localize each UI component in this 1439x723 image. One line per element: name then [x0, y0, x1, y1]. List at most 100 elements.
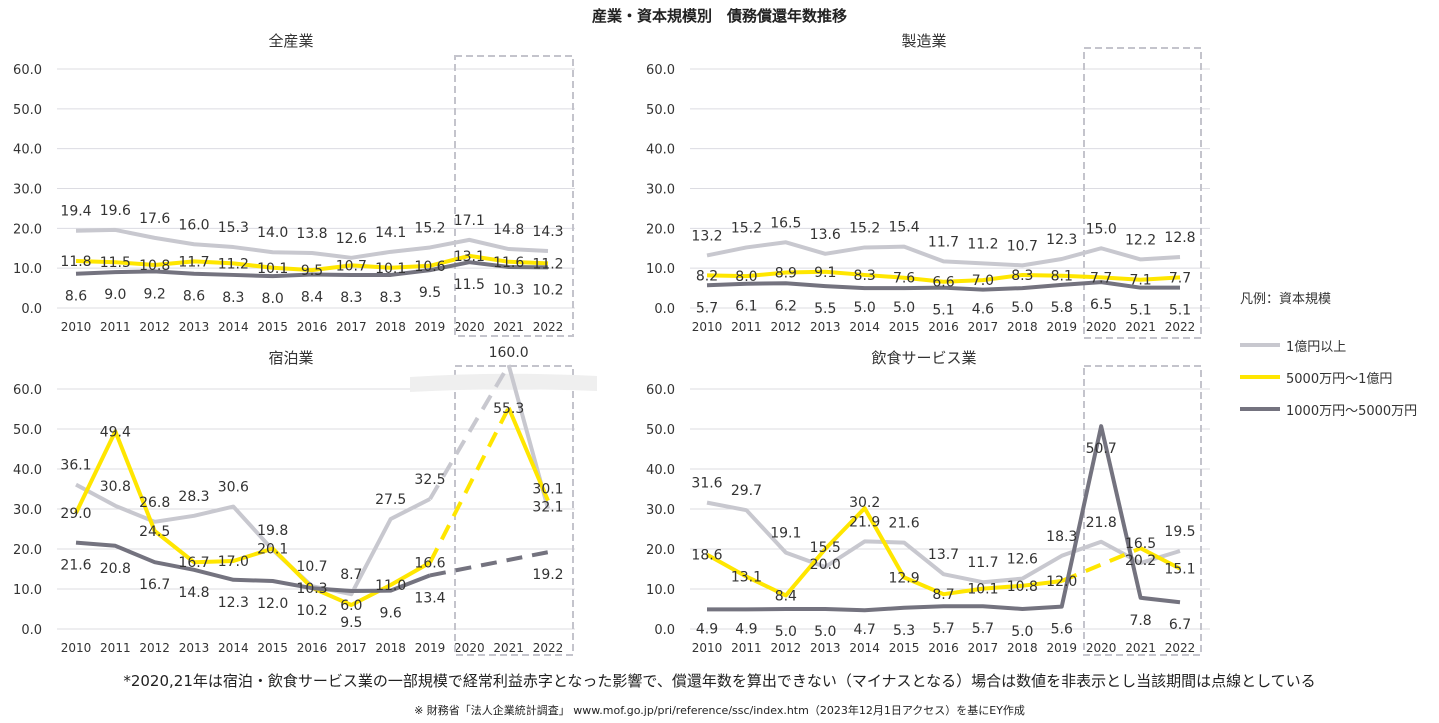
x-tick-label: 2011	[100, 320, 131, 334]
series-line	[706, 500, 1181, 585]
y-tick-label: 10.0	[646, 262, 675, 277]
series-dashed-line	[1060, 546, 1142, 583]
data-label: 28.3	[178, 489, 209, 505]
data-label: 12.9	[888, 570, 919, 586]
legend: 凡例：資本規模 1億円以上 5000万円～1億円 1000万円～5000万円	[1240, 288, 1417, 425]
data-label: 5.0	[1011, 300, 1033, 316]
x-tick-label: 2012	[139, 641, 170, 655]
panel-4: 飲食サービス業 0.0 10.0 20.0 30.0 40.0 50.0 60.0 2010 20…	[646, 349, 1210, 656]
x-tick-label: 2012	[139, 320, 170, 334]
data-label: 21.6	[888, 516, 919, 532]
data-label: 27.5	[375, 492, 406, 508]
data-labels: 19.4 19.6 17.6 16.0 15.3 14.0 13.8 12.6 14.1 15.2…	[60, 203, 563, 307]
data-label: 30.8	[100, 479, 131, 495]
footnote: *2020,21年は宿泊・飲食サービス業の一部規模で経常利益赤字となった影響で、…	[123, 672, 1316, 690]
x-tick-label: 2020	[454, 320, 485, 334]
y-tick-label: 60.0	[13, 63, 42, 78]
series-line	[706, 269, 1181, 284]
x-tick-label: 2010	[692, 641, 723, 655]
x-tick-label: 2021	[1125, 641, 1156, 655]
x-tick-label: 2020	[1086, 320, 1117, 334]
x-tick-label: 2022	[533, 320, 564, 334]
legend-item-small: 1000万円～5000万円	[1240, 393, 1417, 425]
series-line	[75, 260, 549, 279]
y-tick-label: 10.0	[13, 583, 42, 598]
data-label: 5.1	[1169, 303, 1191, 319]
data-label: 13.1	[731, 570, 762, 586]
data-label: 13.2	[691, 228, 722, 244]
x-tick-label: 2014	[849, 320, 880, 334]
data-label: 10.8	[1007, 579, 1038, 595]
source-note: ※ 財務省「法人企業統計調査」 www.mof.go.jp/pri/refere…	[414, 704, 1025, 717]
data-label: 32.5	[414, 472, 445, 488]
data-label: 14.0	[257, 225, 288, 241]
data-label: 8.7	[340, 567, 362, 583]
data-label: 13.8	[296, 226, 327, 242]
legend-title: 凡例：資本規模	[1240, 292, 1332, 307]
data-label: 20.8	[100, 561, 131, 577]
data-label: 11.7	[967, 555, 998, 571]
panel-1: 全産業 0.0 10.0 20.0 30.0 40.0 50.0 60.0 2010 2011 20…	[13, 32, 575, 337]
y-tick-label: 0.0	[21, 302, 42, 317]
data-label: 4.6	[972, 302, 994, 318]
data-label: 7.1	[1129, 273, 1151, 289]
x-tick-label: 2012	[771, 641, 802, 655]
x-tick-label: 2020	[454, 641, 485, 655]
y-tick-label: 30.0	[646, 503, 675, 518]
data-label: 10.1	[375, 261, 406, 277]
data-label: 21.6	[60, 558, 91, 574]
highlight-box	[454, 365, 574, 656]
x-tick-label: 2010	[692, 320, 723, 334]
y-tick-label: 30.0	[13, 183, 42, 198]
data-label: 11.5	[454, 277, 485, 293]
data-label: 13.6	[810, 227, 841, 243]
x-tick-label: 2022	[1165, 641, 1196, 655]
x-tick-label: 2017	[336, 641, 367, 655]
x-tick-label: 2017	[968, 320, 999, 334]
x-tick-label: 2014	[218, 320, 249, 334]
x-tick-label: 2014	[218, 641, 249, 655]
data-label: 9.5	[301, 263, 323, 279]
data-label: 16.0	[178, 217, 209, 233]
data-label: 4.7	[854, 622, 876, 638]
x-tick-label: 2019	[1046, 320, 1077, 334]
legend-label: 1億円以上	[1286, 339, 1347, 355]
data-label: 29.7	[731, 483, 762, 499]
panel-title: 全産業	[268, 32, 313, 50]
data-label: 5.8	[1051, 300, 1073, 316]
data-label: 17.6	[139, 211, 170, 227]
x-tick-label: 2018	[1007, 320, 1038, 334]
y-tick-label: 0.0	[654, 623, 675, 638]
data-label: 16.6	[414, 556, 445, 572]
data-labels: 13.2 15.2 16.5 13.6 15.2 15.4 11.7 11.2 10.7 12.3…	[691, 215, 1195, 318]
series-line	[1139, 546, 1181, 571]
data-label: 5.0	[814, 624, 836, 640]
series-line	[706, 280, 1180, 292]
data-label: 8.3	[1011, 268, 1033, 284]
data-label: 30.2	[849, 495, 880, 511]
x-tick-label: 2013	[179, 320, 210, 334]
data-label: 14.3	[532, 224, 563, 240]
y-tick-label: 50.0	[646, 423, 675, 438]
data-label: 15.1	[1164, 562, 1195, 578]
data-label: 19.1	[770, 526, 801, 542]
data-label: 20.0	[810, 557, 841, 573]
x-tick-label: 2020	[1086, 641, 1117, 655]
data-label: 8.1	[1051, 269, 1073, 285]
y-tick-label: 40.0	[13, 143, 42, 158]
y-tick-label: 20.0	[13, 222, 42, 237]
x-tick-label: 2015	[889, 641, 920, 655]
data-label: 6.5	[1090, 297, 1112, 313]
legend-label: 5000万円～1億円	[1286, 371, 1393, 387]
data-label: 8.7	[932, 587, 954, 603]
data-label: 9.5	[340, 615, 362, 631]
x-tick-label: 2010	[61, 641, 92, 655]
data-label: 5.0	[1011, 624, 1033, 640]
data-label: 9.6	[380, 606, 402, 622]
data-label: 11.0	[375, 578, 406, 594]
data-label: 5.7	[932, 621, 954, 637]
data-label: 15.5	[810, 540, 841, 556]
data-label: 5.1	[932, 303, 954, 319]
data-label: 11.7	[178, 254, 209, 270]
